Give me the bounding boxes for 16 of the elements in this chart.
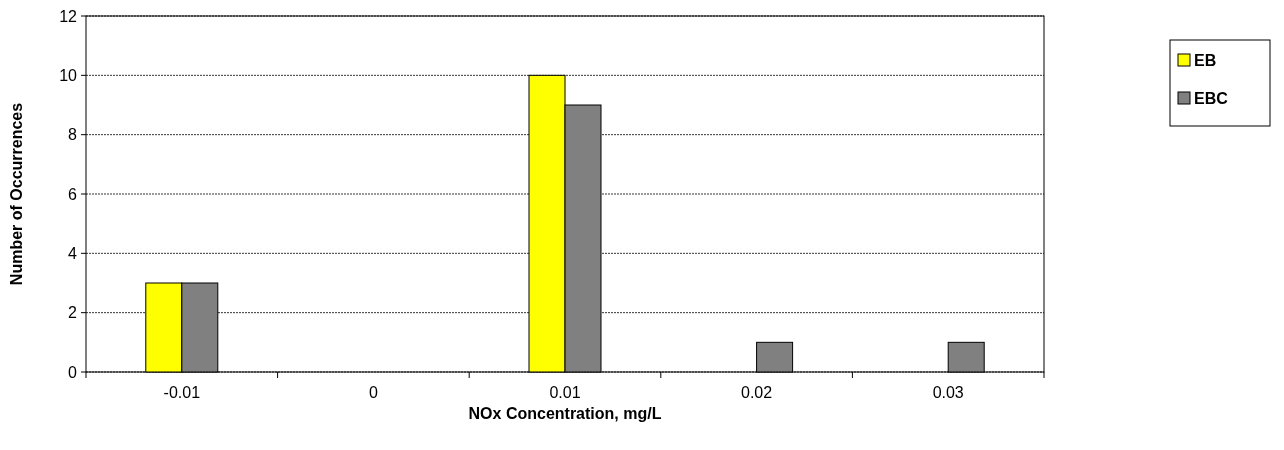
y-tick-label: 6 bbox=[68, 185, 78, 203]
x-axis-title: NOx Concentration, mg/L bbox=[468, 405, 662, 422]
x-tick-label: 0.02 bbox=[741, 384, 773, 401]
x-tick-label: 0.01 bbox=[549, 384, 581, 401]
y-tick-label: 10 bbox=[59, 66, 78, 84]
y-tick-label: 0 bbox=[68, 363, 78, 381]
y-tick-label: 4 bbox=[68, 244, 78, 262]
y-tick-label: 12 bbox=[59, 7, 78, 25]
legend-label: EBC bbox=[1194, 89, 1229, 107]
y-tick-label: 8 bbox=[68, 126, 78, 144]
legend-label: EB bbox=[1194, 51, 1217, 69]
y-tick-label: 2 bbox=[68, 304, 78, 322]
x-tick-label: -0.01 bbox=[163, 384, 201, 401]
x-tick-label: 0.03 bbox=[932, 384, 964, 401]
y-axis-title: Number of Occurrences bbox=[8, 102, 25, 286]
x-tick-label: 0 bbox=[368, 384, 378, 401]
